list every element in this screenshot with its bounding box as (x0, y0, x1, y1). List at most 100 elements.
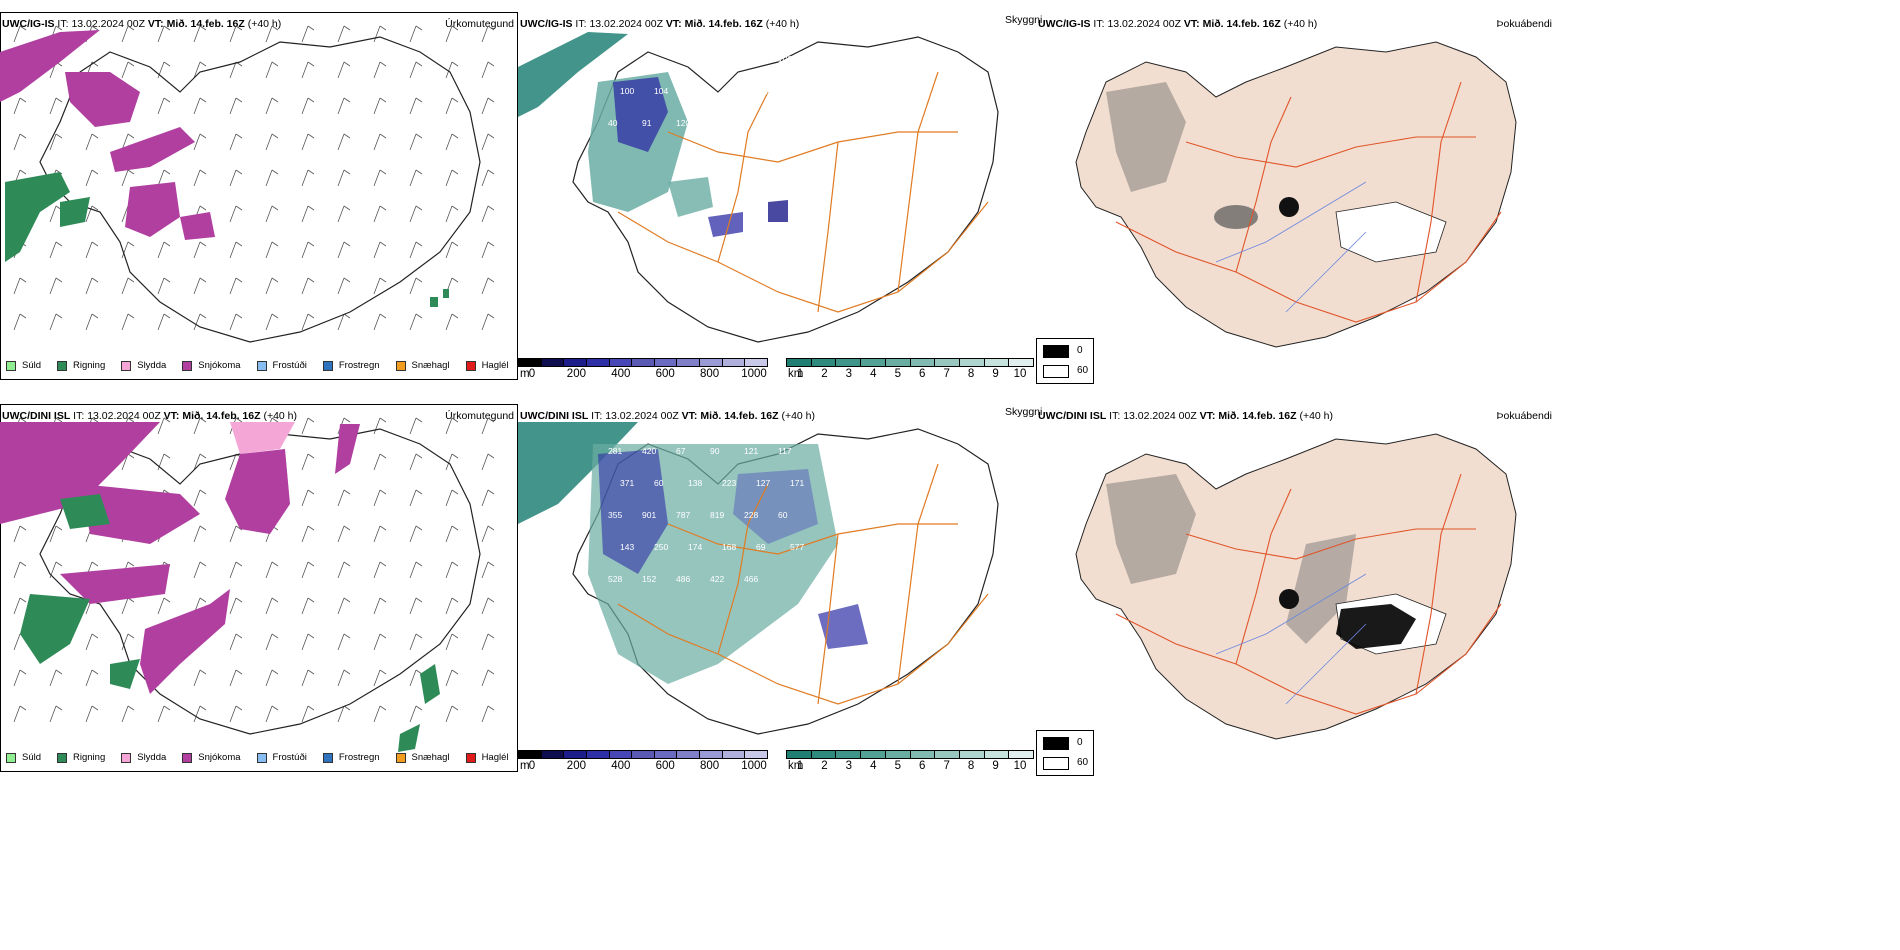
altitude-label: 577 (790, 542, 804, 552)
altitude-colorbar-1 (518, 358, 768, 367)
fog-legend-high: 60 (1077, 365, 1089, 376)
legend-swatch (57, 752, 68, 763)
wind-barb (337, 705, 351, 723)
colorbar-tick: 9 (992, 760, 999, 772)
vt-label: VT: (163, 410, 180, 422)
wind-barb (193, 277, 207, 295)
colorbar-tick: 5 (894, 368, 901, 380)
wind-barb (337, 61, 351, 79)
wind-barb (49, 313, 63, 331)
colorbar-tick: 8 (967, 368, 975, 380)
legend-item: Slydda (121, 752, 166, 763)
wind-barb (157, 241, 171, 259)
precip-map-1 (0, 25, 495, 343)
wind-barb (481, 669, 495, 687)
colorbar-segment (722, 359, 746, 366)
snow-area (60, 564, 170, 604)
wind-barb (85, 169, 99, 187)
wind-barb (481, 633, 495, 651)
wind-barb (157, 61, 171, 79)
wind-barb (445, 417, 459, 435)
fog-legend-2: 0 60 (1036, 730, 1094, 776)
colorbar-segment (677, 359, 701, 366)
altitude-label: 91 (642, 118, 652, 128)
model-name: UWC/IG-IS (1038, 18, 1091, 30)
colorbar-segment (564, 359, 587, 366)
wind-barb (157, 25, 171, 43)
wind-barb (481, 597, 495, 615)
wind-barb (337, 169, 351, 187)
colorbar-tick: 600 (655, 760, 675, 772)
snow-area (65, 72, 140, 127)
legend-label: Snæhagl (411, 360, 450, 371)
fog-legend-high-swatch (1043, 365, 1069, 378)
wind-barb (193, 453, 207, 471)
colorbar-segment (745, 359, 768, 366)
fog-spot (1279, 197, 1299, 217)
it-value: 13.02.2024 00Z (1123, 410, 1197, 422)
wind-barb (373, 633, 387, 651)
legend-label: Frostregn (338, 360, 380, 371)
wind-barb (481, 313, 495, 331)
wind-barb (157, 313, 171, 331)
colorbar-tick: 6 (919, 760, 926, 772)
vt-value: Mið. 14.feb. 16Z (700, 410, 779, 422)
wind-barb (121, 25, 135, 43)
wind-barb (121, 169, 135, 187)
colorbar-segment (700, 751, 723, 758)
snow-area (80, 484, 200, 544)
wind-barb (409, 277, 423, 295)
sleet-area (230, 422, 295, 454)
wind-barb (409, 489, 423, 507)
wind-barb (229, 669, 243, 687)
model-name: UWC/DINI ISL (2, 410, 71, 422)
wind-barb (445, 453, 459, 471)
cloud-colorbar-1 (786, 358, 1034, 367)
wind-barb (481, 61, 495, 79)
wind-barb (229, 205, 243, 223)
wind-barb (445, 561, 459, 579)
colorbar-tick: 7 (943, 760, 950, 772)
colorbar-unit: m (520, 760, 530, 772)
lead-time: (+40 h) (1299, 410, 1334, 422)
altitude-label: 117 (756, 86, 770, 96)
colorbar-segment (609, 751, 633, 758)
wind-barb (301, 133, 315, 151)
legend-label: Súld (22, 360, 42, 371)
wind-barb (409, 669, 423, 687)
wind-barb (265, 313, 279, 331)
fog-legend-low: 0 (1077, 737, 1083, 748)
visibility-panel-1: UWC/IG-IS IT: 13.02.2024 00Z VT: Mið. 14… (518, 12, 1042, 380)
wind-barb (157, 277, 171, 295)
colorbar-segment (564, 751, 587, 758)
wind-barb (409, 525, 423, 543)
colorbar-segment (632, 359, 655, 366)
wind-barb (157, 97, 171, 115)
legend-item: Snjókoma (182, 360, 241, 371)
model-name: UWC/IG-IS (520, 18, 573, 30)
wind-barb (301, 669, 315, 687)
wind-barb (121, 597, 135, 615)
colorbar-tick: 1000 (741, 760, 767, 772)
wind-barb (265, 169, 279, 187)
colorbar-segment (632, 751, 655, 758)
wind-barb (481, 561, 495, 579)
colorbar-unit: km (788, 760, 804, 772)
fog-spot (1214, 205, 1258, 229)
altitude-label: 100 (620, 86, 634, 96)
legend-item: Snæhagl (395, 360, 450, 371)
wind-barb (373, 205, 387, 223)
precip-type-panel-1: UWC/IG-IS IT: 13.02.2024 00Z VT: Mið. 14… (0, 12, 518, 380)
wind-barb (445, 205, 459, 223)
wind-barb (409, 313, 423, 331)
altitude-label: 285 (790, 86, 804, 96)
colorbar-segment (910, 359, 936, 366)
wind-barb (301, 705, 315, 723)
fog-panel-1: UWC/IG-IS IT: 13.02.2024 00Z VT: Mið. 14… (1036, 12, 1556, 384)
fog-shading (1106, 474, 1196, 584)
wind-barb (409, 169, 423, 187)
colorbar-segment (677, 751, 701, 758)
wind-barb (121, 277, 135, 295)
wind-barb (301, 561, 315, 579)
wind-barb (229, 169, 243, 187)
